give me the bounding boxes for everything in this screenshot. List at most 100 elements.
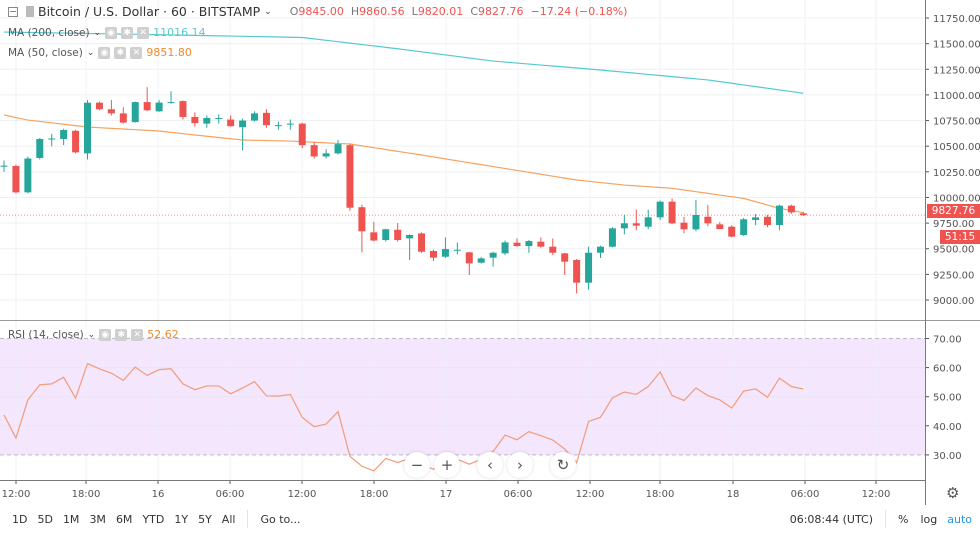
utc-clock[interactable]: 06:08:44 (UTC) <box>789 512 873 526</box>
range-1d[interactable]: 1D <box>12 512 28 526</box>
candle-body <box>513 242 521 247</box>
range-3m[interactable]: 3M <box>89 512 106 526</box>
chevron-down-icon[interactable]: ⌄ <box>86 47 95 58</box>
gear-icon[interactable]: ✱ <box>121 26 134 39</box>
candle <box>143 87 151 112</box>
candle-body <box>632 223 640 226</box>
candle-body <box>728 226 736 237</box>
candle <box>585 246 593 290</box>
candle <box>453 242 461 255</box>
candle <box>597 245 604 258</box>
time-axis-label: 06:00 <box>791 489 820 500</box>
candle-body <box>453 249 461 251</box>
price-axis-label: 11250.00 <box>933 65 980 76</box>
auto-scale-toggle[interactable]: auto <box>947 512 972 526</box>
candle <box>477 256 485 264</box>
close-icon[interactable]: ✕ <box>130 46 143 59</box>
reset-chart-button[interactable]: ↻ <box>550 452 576 478</box>
candle-body <box>752 217 760 221</box>
rsi-axis-label: 40.00 <box>933 422 962 433</box>
range-1m[interactable]: 1M <box>62 512 80 526</box>
candle <box>668 198 676 225</box>
candle <box>644 209 652 230</box>
candle <box>36 137 44 160</box>
candle-body <box>60 129 68 140</box>
candle <box>346 143 354 211</box>
candle-body <box>298 123 306 146</box>
candle <box>716 222 724 230</box>
percent-toggle[interactable]: % <box>898 512 909 526</box>
chart-canvas[interactable]: 11750.00 11500.00 11250.00 11000.00 10750.00… <box>0 0 980 505</box>
candle <box>752 213 760 226</box>
range-all[interactable]: All <box>221 512 236 526</box>
candle-body <box>239 120 247 128</box>
candle-body <box>608 228 616 247</box>
time-axis-label: 16 <box>152 489 165 500</box>
candle <box>227 115 235 127</box>
gear-icon[interactable]: ✱ <box>115 328 128 341</box>
candle <box>704 205 712 227</box>
candle <box>632 209 640 231</box>
zoom-out-button[interactable]: − <box>404 452 430 478</box>
chart-settings-gear-icon[interactable]: ⚙ <box>946 484 960 502</box>
ma50-name[interactable]: MA (50, close) <box>8 46 83 59</box>
candle-body <box>680 222 688 230</box>
candle-body <box>286 123 294 125</box>
candle <box>215 114 223 124</box>
range-6m[interactable]: 6M <box>115 512 133 526</box>
chevron-down-icon[interactable]: ⌄ <box>93 27 102 38</box>
candle <box>48 133 56 147</box>
candle-body <box>406 234 414 239</box>
symbol-title[interactable]: Bitcoin / U.S. Dollar · 60 · BITSTAMP <box>38 4 261 19</box>
candle-body <box>489 252 497 258</box>
range-5d[interactable]: 5D <box>37 512 53 526</box>
candle-body <box>143 102 151 111</box>
eye-icon[interactable]: ◉ <box>99 328 112 341</box>
ma50-legend: MA (50, close) ⌄ ◉ ✱ ✕ 9851.80 <box>8 46 192 59</box>
candle <box>418 232 426 253</box>
candle-body <box>36 139 44 158</box>
range-1y[interactable]: 1Y <box>174 512 189 526</box>
eye-icon[interactable]: ◉ <box>98 46 111 59</box>
close-icon[interactable]: ✕ <box>137 26 150 39</box>
candle <box>764 214 772 228</box>
candle <box>60 128 68 146</box>
candle <box>12 164 20 194</box>
candle <box>298 122 306 149</box>
candle <box>549 238 557 255</box>
goto-button[interactable]: Go to... <box>260 512 301 526</box>
candle-body <box>429 250 437 258</box>
gear-icon[interactable]: ✱ <box>114 46 127 59</box>
collapse-icon[interactable] <box>8 6 18 17</box>
log-toggle[interactable]: log <box>920 512 938 526</box>
candle-body <box>12 165 20 193</box>
range-ytd[interactable]: YTD <box>142 512 165 526</box>
time-axis-label: 18 <box>727 489 740 500</box>
divider <box>247 510 249 528</box>
chevron-down-icon[interactable]: ⌄ <box>264 6 272 17</box>
close-icon[interactable]: ✕ <box>131 328 144 341</box>
candle-body <box>644 217 652 227</box>
scroll-back-button[interactable]: ‹ <box>477 452 503 478</box>
candle <box>251 111 259 122</box>
candle <box>107 100 115 116</box>
ma200-name[interactable]: MA (200, close) <box>8 26 90 39</box>
candle-body <box>477 258 485 263</box>
candle-body <box>131 102 139 123</box>
candle-body <box>418 233 426 252</box>
range-5y[interactable]: 5Y <box>198 512 212 526</box>
range-buttons: 1D 5D 1M 3M 6M YTD 1Y 5Y All <box>12 513 235 526</box>
scroll-forward-button[interactable]: › <box>507 452 533 478</box>
time-axis-label: 17 <box>440 489 453 500</box>
rsi-name[interactable]: RSI (14, close) <box>8 328 84 341</box>
candle-body <box>119 113 127 123</box>
eye-icon[interactable]: ◉ <box>105 26 118 39</box>
candle <box>131 101 139 123</box>
candle <box>203 115 211 128</box>
price-axis-label: 10000.00 <box>933 193 980 204</box>
candle-body <box>72 130 80 153</box>
candle-body <box>167 102 175 104</box>
zoom-in-button[interactable]: + <box>434 452 460 478</box>
chevron-down-icon[interactable]: ⌄ <box>87 329 96 340</box>
candle <box>119 107 127 124</box>
